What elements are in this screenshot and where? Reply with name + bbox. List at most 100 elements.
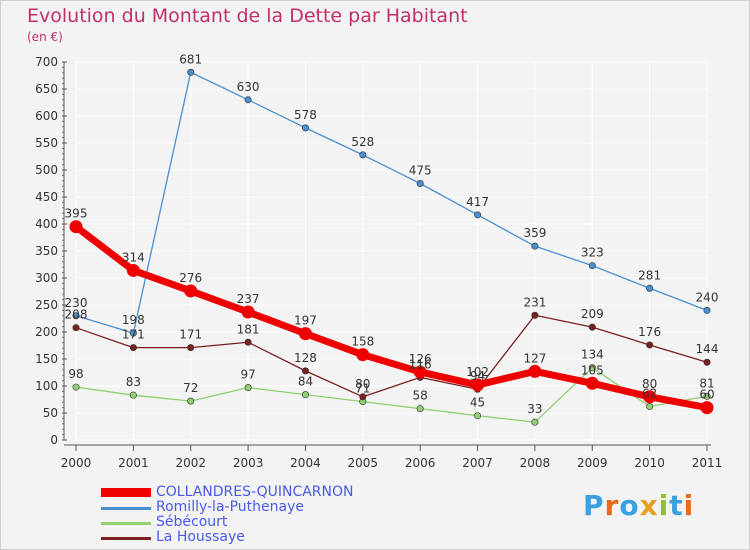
logo-letter: x — [639, 489, 659, 522]
data-label: 80 — [642, 377, 657, 391]
data-label: 80 — [355, 377, 370, 391]
series-point-2 — [531, 311, 539, 319]
series-point-3 — [700, 401, 714, 415]
y-axis: 0 50 100 150 200 250 300 350 400 450 500 550 600 650 7… — [35, 55, 67, 447]
logo-letter: P — [583, 489, 605, 522]
series-point-2 — [703, 358, 711, 366]
x-axis: 2000 2001 2002 2003 2004 2005 2006 2007 2008 2009… — [61, 444, 723, 470]
data-label: 231 — [523, 295, 546, 309]
y-tick-label: 300 — [35, 271, 58, 285]
y-tick-label: 50 — [43, 406, 58, 420]
y-tick-label: 550 — [35, 136, 58, 150]
data-label: 97 — [240, 368, 255, 382]
y-tick-label: 650 — [35, 82, 58, 96]
series-point-0 — [531, 242, 539, 250]
proxiti-logo: Proxiti — [583, 489, 694, 522]
x-tick-label: 2000 — [61, 456, 92, 470]
series-point-3 — [184, 284, 198, 298]
chart-subtitle: (en €) — [27, 30, 63, 44]
y-tick-label: 450 — [35, 190, 58, 204]
legend-label-la-houssaye: La Houssaye — [156, 529, 245, 545]
y-tick-label: 600 — [35, 109, 58, 123]
data-label: 359 — [523, 226, 546, 240]
y-tick-label: 200 — [35, 325, 58, 339]
data-labels: 230 198 681 630 578 528 475 417 359 323 281 240 98 83… — [65, 52, 719, 416]
data-label: 127 — [523, 351, 546, 365]
data-label: 134 — [581, 348, 604, 362]
data-label: 83 — [126, 375, 141, 389]
data-label: 58 — [413, 389, 428, 403]
series-point-0 — [646, 284, 654, 292]
series-point-1 — [531, 418, 539, 426]
data-label: 395 — [65, 207, 88, 221]
series-point-2 — [646, 341, 654, 349]
series-group — [69, 68, 714, 426]
data-label: 71 — [355, 382, 370, 396]
legend-swatch-collandres — [101, 488, 151, 497]
x-tick-label: 2004 — [290, 456, 321, 470]
series-point-0 — [187, 68, 195, 76]
y-tick-label: 100 — [35, 379, 58, 393]
series-point-3 — [413, 365, 427, 379]
series-point-2 — [72, 324, 80, 332]
data-label: 72 — [183, 381, 198, 395]
data-label: 681 — [179, 52, 202, 66]
series-point-3 — [471, 378, 485, 392]
data-label: 144 — [696, 342, 719, 356]
x-tick-label: 2011 — [692, 456, 723, 470]
data-label: 45 — [470, 396, 485, 410]
data-label: 126 — [409, 352, 432, 366]
logo-letter: t — [669, 489, 684, 522]
series-point-2 — [588, 323, 596, 331]
legend-label-sebecourt: Sébécourt — [156, 514, 228, 530]
data-label: 62 — [642, 387, 657, 401]
logo-letter: i — [658, 489, 670, 522]
logo-letter: o — [619, 489, 640, 522]
data-label: 198 — [122, 313, 145, 327]
data-label: 276 — [179, 271, 202, 285]
data-label: 128 — [294, 351, 317, 365]
y-tick-label: 700 — [35, 55, 58, 69]
chart-title: Evolution du Montant de la Dette par Hab… — [27, 5, 468, 27]
data-label: 208 — [65, 308, 88, 322]
series-line-1 — [75, 366, 708, 423]
data-label: 630 — [237, 80, 260, 94]
series-point-3 — [69, 220, 83, 234]
grid-lines — [75, 61, 708, 441]
y-tick-label: 250 — [35, 298, 58, 312]
series-point-1 — [703, 392, 711, 400]
data-label: 209 — [581, 307, 604, 321]
data-label: 240 — [696, 290, 719, 304]
data-label: 81 — [699, 376, 714, 390]
y-tick-label: 400 — [35, 217, 58, 231]
y-tick-label: 0 — [50, 433, 58, 447]
series-point-0 — [588, 262, 596, 270]
series-point-0 — [244, 96, 252, 104]
series-point-3 — [356, 348, 370, 362]
series-point-1 — [416, 405, 424, 413]
y-tick-label: 500 — [35, 163, 58, 177]
series-point-0 — [359, 151, 367, 159]
data-label: 197 — [294, 314, 317, 328]
data-label: 60 — [699, 388, 714, 402]
data-label: 528 — [351, 135, 374, 149]
series-line-3 — [73, 223, 708, 412]
data-label: 98 — [68, 367, 83, 381]
series-point-1 — [72, 383, 80, 391]
series-point-1 — [646, 403, 654, 411]
data-label: 105 — [581, 363, 604, 377]
data-label: 237 — [237, 292, 260, 306]
logo-letter: i — [683, 489, 695, 522]
x-tick-label: 2008 — [520, 456, 551, 470]
series-point-2 — [187, 344, 195, 352]
data-label: 417 — [466, 195, 489, 209]
series-point-0 — [301, 124, 309, 132]
legend-label-romilly: Romilly-la-Puthenaye — [156, 499, 304, 515]
data-label: 181 — [237, 322, 260, 336]
series-point-1 — [301, 391, 309, 399]
x-tick-label: 2002 — [175, 456, 206, 470]
data-label: 314 — [122, 250, 145, 264]
series-point-0 — [129, 329, 137, 337]
series-point-3 — [643, 390, 657, 404]
